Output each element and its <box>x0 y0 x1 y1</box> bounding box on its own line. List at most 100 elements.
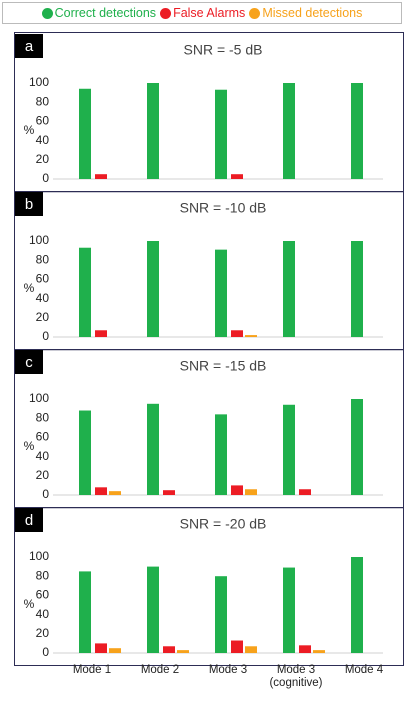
bar <box>351 399 363 495</box>
x-labels: Mode 1 Mode 2 Mode 3 Mode 3 (cognitive) Mode… <box>14 664 404 700</box>
legend-item: False Alarms <box>160 6 245 20</box>
y-axis-label: % <box>24 597 35 611</box>
y-tick-label: 40 <box>36 607 50 621</box>
bar <box>147 241 159 337</box>
bar <box>177 650 189 653</box>
x-tick-label: Mode 3 (cognitive) <box>269 664 323 689</box>
y-tick-label: 20 <box>36 468 50 482</box>
bar <box>95 330 107 337</box>
bar <box>231 330 243 337</box>
y-axis-label: % <box>24 123 35 137</box>
bar <box>79 571 91 653</box>
chart-panel: d SNR = -20 dB% 0 20 40 60 80 100 <box>15 507 403 659</box>
y-tick-label: 0 <box>42 487 49 501</box>
x-tick-label: Mode 3 <box>208 664 248 676</box>
y-tick-label: 60 <box>36 272 50 286</box>
y-tick-label: 80 <box>36 568 50 582</box>
bar <box>245 646 257 653</box>
chart-title: SNR = -15 dB <box>180 358 267 374</box>
legend-marker <box>41 7 53 19</box>
bar <box>147 403 159 495</box>
legend-item: Missed detections <box>249 6 362 20</box>
bar <box>95 174 107 179</box>
bar <box>231 485 243 495</box>
panel-tag-box <box>15 34 43 58</box>
panel-tag-box <box>15 350 43 374</box>
panels: a SNR = -5 dB% 0 20 40 60 80 100 b SNR = -10 dB% 0… <box>14 32 404 666</box>
y-tick-label: 20 <box>36 310 50 324</box>
bar <box>231 640 243 653</box>
panel-tag: a <box>25 38 34 55</box>
y-axis-label: % <box>24 281 35 295</box>
legend-marker <box>249 7 261 19</box>
y-tick-label: 100 <box>29 549 49 563</box>
panel-tag-box <box>15 192 43 216</box>
bar <box>351 557 363 653</box>
bar <box>283 83 295 179</box>
y-tick-label: 60 <box>36 430 50 444</box>
legend: Correct detections False Alarms Missed det… <box>2 2 402 24</box>
bar <box>215 89 227 179</box>
y-tick-label: 0 <box>42 645 49 659</box>
bar <box>147 566 159 653</box>
bar <box>79 88 91 179</box>
y-tick-label: 100 <box>29 391 49 405</box>
y-tick-label: 0 <box>42 329 49 343</box>
bar <box>351 83 363 179</box>
y-tick-label: 40 <box>36 291 50 305</box>
chart-title: SNR = -20 dB <box>180 516 267 532</box>
chart-title: SNR = -10 dB <box>180 200 267 216</box>
bar <box>351 241 363 337</box>
chart-panel: a SNR = -5 dB% 0 20 40 60 80 100 <box>15 34 383 185</box>
bar <box>215 414 227 495</box>
bar <box>299 645 311 653</box>
y-tick-label: 100 <box>29 75 49 89</box>
bar <box>215 249 227 337</box>
legend-label: Correct detections <box>54 6 157 20</box>
panel-tag: c <box>25 354 33 371</box>
y-axis-label: % <box>24 439 35 453</box>
y-tick-label: 40 <box>36 449 50 463</box>
bar <box>109 491 121 495</box>
y-tick-label: 80 <box>36 410 50 424</box>
legend-item: Correct detections <box>41 6 157 20</box>
legend-label: False Alarms <box>173 6 246 20</box>
bar <box>109 648 121 653</box>
bar <box>79 247 91 337</box>
y-tick-label: 0 <box>42 171 49 185</box>
bar <box>283 241 295 337</box>
bar <box>283 567 295 653</box>
bar <box>245 489 257 495</box>
y-tick-label: 60 <box>36 114 50 128</box>
bar <box>163 490 175 495</box>
bar <box>215 576 227 653</box>
bar <box>147 83 159 179</box>
x-tick-label: Mode 4 <box>344 664 384 676</box>
y-tick-label: 100 <box>29 233 49 247</box>
panel-tag: d <box>25 512 33 529</box>
bar <box>245 335 257 337</box>
panel-tag-box <box>15 508 43 532</box>
panel-tag: b <box>25 196 33 213</box>
bar <box>283 404 295 495</box>
bar <box>231 174 243 179</box>
legend-marker <box>160 7 172 19</box>
y-tick-label: 80 <box>36 252 50 266</box>
y-tick-label: 40 <box>36 133 50 147</box>
bar <box>299 489 311 495</box>
legend-label: Missed detections <box>262 6 363 20</box>
bar <box>95 643 107 653</box>
bar <box>163 646 175 653</box>
chart-title: SNR = -5 dB <box>184 42 263 58</box>
bar <box>313 650 325 653</box>
chart-panel: c SNR = -15 dB% 0 20 40 60 80 100 <box>15 349 403 501</box>
y-tick-label: 20 <box>36 152 50 166</box>
y-tick-label: 80 <box>36 94 50 108</box>
bar <box>95 487 107 495</box>
x-tick-label: Mode 1 <box>72 664 112 676</box>
bar <box>79 410 91 495</box>
y-tick-label: 60 <box>36 588 50 602</box>
chart-panel: b SNR = -10 dB% 0 20 40 60 80 100 <box>15 191 403 343</box>
x-tick-label: Mode 2 <box>140 664 180 676</box>
